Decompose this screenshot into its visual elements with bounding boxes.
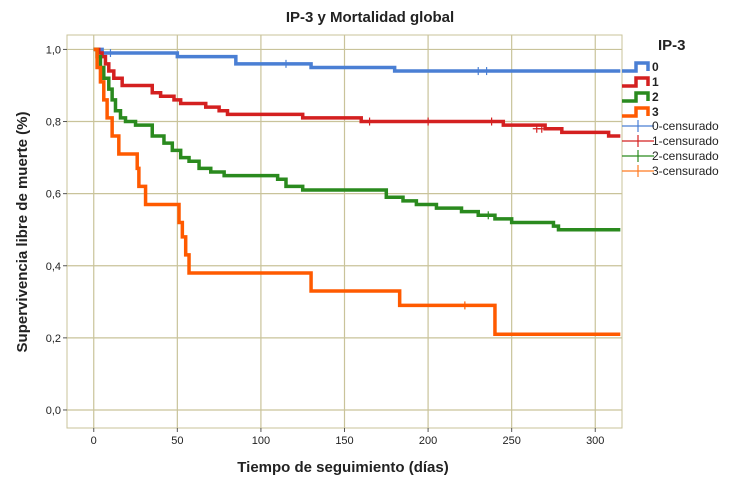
axes: 0 50 100 150 200 250 300 0,0 0,2 0,4 0,6 0,8 1,0 bbox=[46, 44, 605, 447]
legend-label: 3 bbox=[652, 105, 659, 119]
series-0-censor-mark bbox=[482, 67, 491, 76]
series-1-censor-mark bbox=[537, 124, 546, 133]
legend-swatch bbox=[622, 76, 650, 88]
y-tick-label: 0,2 bbox=[46, 333, 61, 345]
series-layer bbox=[93, 47, 621, 337]
y-tick-label: 0,4 bbox=[46, 261, 61, 273]
legend-label: 3-censurado bbox=[652, 164, 719, 178]
x-tick-label: 250 bbox=[502, 435, 520, 447]
legend: IP-3 01230-censurado1-censurado2-censura… bbox=[622, 37, 719, 178]
legend-item-1-censurado: 1-censurado bbox=[622, 134, 719, 148]
legend-label: 1-censurado bbox=[652, 134, 719, 148]
series-1-censor-mark bbox=[365, 117, 374, 126]
x-axis-label: Tiempo de seguimiento (días) bbox=[237, 459, 448, 476]
x-tick-label: 0 bbox=[91, 435, 97, 447]
y-tick-label: 0,8 bbox=[46, 117, 61, 129]
legend-label: 2 bbox=[652, 90, 659, 104]
legend-label: 2-censurado bbox=[652, 149, 719, 163]
legend-swatch bbox=[622, 61, 650, 73]
legend-item-0: 0 bbox=[622, 60, 659, 74]
x-tick-label: 50 bbox=[171, 435, 183, 447]
x-tick-label: 200 bbox=[419, 435, 437, 447]
legend-swatch bbox=[622, 106, 650, 118]
legend-title: IP-3 bbox=[658, 37, 686, 54]
legend-label: 0-censurado bbox=[652, 119, 719, 133]
y-axis-label: Supervivencia libre de muerte (%) bbox=[14, 112, 31, 353]
series-0-censor-mark bbox=[106, 49, 115, 58]
chart-title: IP-3 y Mortalidad global bbox=[286, 9, 454, 26]
series-2-line bbox=[93, 47, 621, 232]
legend-item-2-censurado: 2-censurado bbox=[622, 149, 719, 163]
y-tick-label: 1,0 bbox=[46, 44, 61, 56]
series-1-censor-mark bbox=[424, 117, 433, 126]
legend-item-3-censurado: 3-censurado bbox=[622, 164, 719, 178]
series-0-censor-mark bbox=[281, 59, 290, 68]
legend-item-2: 2 bbox=[622, 90, 659, 104]
legend-label: 0 bbox=[652, 60, 659, 74]
legend-item-0-censurado: 0-censurado bbox=[622, 119, 719, 133]
series-3-censor-mark bbox=[460, 301, 469, 310]
legend-swatch bbox=[622, 91, 650, 103]
legend-item-3: 3 bbox=[622, 105, 659, 119]
series-2-censor-mark bbox=[484, 211, 493, 220]
legend-item-1: 1 bbox=[622, 75, 659, 89]
y-tick-label: 0,0 bbox=[46, 405, 61, 417]
y-tick-label: 0,6 bbox=[46, 189, 61, 201]
x-tick-label: 300 bbox=[586, 435, 604, 447]
series-0-censor-mark bbox=[474, 67, 483, 76]
x-tick-label: 150 bbox=[335, 435, 353, 447]
x-tick-label: 100 bbox=[252, 435, 270, 447]
legend-label: 1 bbox=[652, 75, 659, 89]
series-3-line bbox=[93, 47, 621, 337]
series-1-censor-mark bbox=[487, 117, 496, 126]
